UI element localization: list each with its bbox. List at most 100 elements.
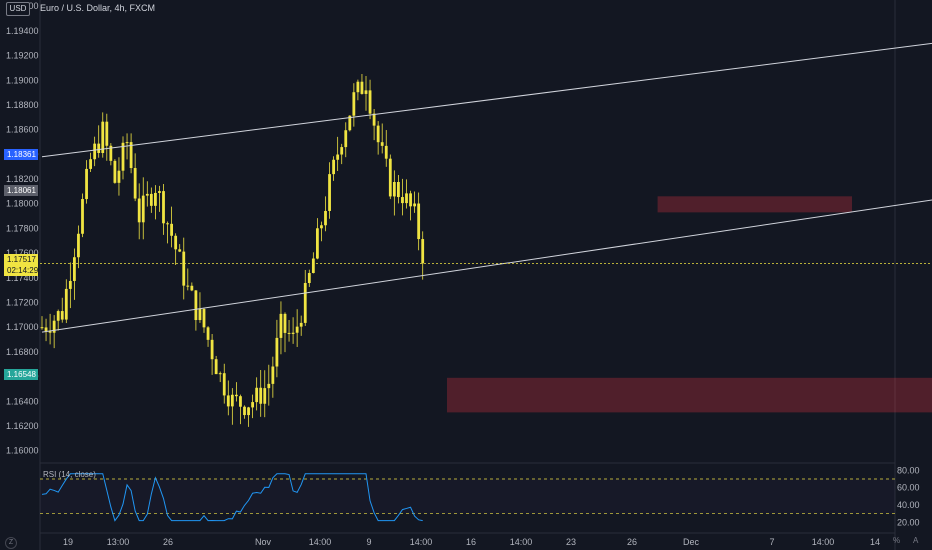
candle-body — [251, 402, 254, 408]
candle-body — [40, 327, 44, 329]
time-tick-label: 13:00 — [107, 537, 130, 547]
candle-body — [263, 388, 267, 404]
candle-body — [133, 168, 137, 199]
candle-body — [121, 142, 125, 171]
price-tick-label: 1.17000 — [6, 322, 39, 332]
candle-body — [364, 90, 368, 94]
candle-body — [190, 285, 194, 291]
candle-body — [279, 313, 283, 338]
candle-body — [239, 396, 242, 407]
time-tick-label: 14:00 — [510, 537, 533, 547]
zone-supply — [657, 196, 852, 213]
candle-body — [81, 199, 84, 234]
candle-body — [230, 394, 234, 407]
candle-body — [60, 311, 64, 320]
time-tick-label: 16 — [466, 537, 476, 547]
price-tick-label: 1.19400 — [6, 26, 39, 36]
candle-body — [166, 223, 169, 225]
candle-body — [247, 407, 250, 416]
candle-body — [368, 90, 372, 114]
percent-scale-button[interactable]: % — [893, 536, 901, 545]
candle-body — [344, 130, 348, 148]
candle-body — [235, 394, 238, 397]
candle-body — [117, 170, 121, 183]
symbol-title: Euro / U.S. Dollar, 4h, FXCM — [40, 3, 156, 13]
time-tick-label: 14 — [870, 537, 880, 547]
candles — [40, 74, 425, 427]
price-tick-label: 1.18600 — [6, 125, 39, 135]
time-tick-label: 7 — [769, 537, 774, 547]
candle-body — [372, 113, 376, 126]
candle-body — [218, 373, 222, 375]
candle-body — [182, 251, 186, 286]
candle-body — [170, 223, 173, 236]
candle-body — [226, 395, 230, 407]
rsi-indicator-label[interactable]: RSI (14, close) — [43, 470, 96, 479]
time-tick-label: 14:00 — [812, 537, 835, 547]
price-tick-label: 1.16000 — [6, 446, 39, 456]
zone-demand — [447, 377, 932, 413]
candle-body — [149, 193, 153, 206]
price-tick-label: 1.16200 — [6, 421, 39, 431]
candle-body — [295, 326, 299, 333]
candle-body — [259, 387, 263, 404]
candle-body — [356, 81, 360, 93]
candle-body — [291, 332, 295, 334]
rsi-band-fill — [40, 479, 895, 514]
zoom-icon[interactable]: Z — [5, 537, 17, 549]
candle-body — [97, 143, 101, 153]
candle-body — [299, 322, 303, 327]
candle-body — [392, 181, 396, 197]
price-tick-label: 1.17400 — [6, 273, 39, 283]
candle-body — [44, 327, 48, 332]
candle-body — [113, 160, 117, 183]
candle-body — [380, 142, 384, 146]
candle-body — [52, 320, 56, 333]
candle-body — [162, 191, 165, 224]
trendline-2 — [41, 199, 932, 333]
candle-body — [303, 282, 307, 323]
candle-body — [340, 147, 344, 155]
candle-body — [129, 142, 133, 169]
price-tick-label: 1.17600 — [6, 248, 39, 258]
time-tick-label: Dec — [683, 537, 700, 547]
rsi-tick-label: 40.00 — [897, 500, 920, 510]
trendline-1 — [41, 42, 932, 158]
rsi-tick-label: 20.00 — [897, 517, 920, 527]
candle-body — [332, 159, 335, 175]
candle-body — [158, 191, 161, 193]
price-tick-label: 1.19200 — [6, 51, 39, 61]
candle-body — [352, 92, 356, 116]
candle-body — [384, 145, 388, 159]
candle-body — [413, 203, 416, 207]
candle-body — [243, 406, 246, 416]
candle-body — [68, 280, 72, 289]
candle-body — [178, 249, 182, 252]
candle-body — [214, 359, 218, 375]
auto-scale-button[interactable]: A — [913, 536, 919, 545]
price-tick-label: 1.18000 — [6, 199, 39, 209]
candle-body — [360, 81, 364, 94]
candle-body — [137, 198, 141, 223]
bar-countdown-badge: 02:14:29 — [4, 265, 38, 276]
candle-body — [210, 339, 214, 360]
candle-body — [85, 168, 88, 200]
entry-price-badge: 1.18061 — [4, 185, 38, 196]
candle-body — [320, 225, 323, 229]
currency-badge[interactable]: USD — [6, 2, 30, 16]
candle-body — [388, 158, 392, 197]
candle-body — [186, 285, 190, 287]
time-tick-label: Nov — [255, 537, 272, 547]
candle-body — [154, 192, 157, 206]
candle-body — [275, 337, 279, 367]
candle-body — [73, 257, 76, 281]
candle-body — [307, 272, 311, 283]
candle-body — [174, 235, 178, 250]
candle-body — [145, 193, 149, 196]
candle-body — [141, 195, 145, 223]
price-tick-label: 1.17800 — [6, 223, 39, 233]
target-price-badge: 1.18361 — [4, 149, 38, 160]
candle-body — [405, 193, 408, 204]
candle-body — [328, 174, 331, 211]
